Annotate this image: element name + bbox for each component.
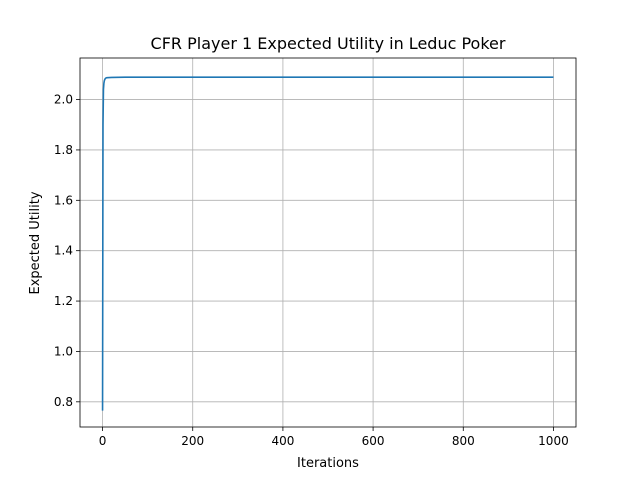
series-layer [101,76,554,411]
series-line [101,76,554,411]
plot-frame [79,57,577,428]
x-tick-label: 600 [362,434,385,448]
y-tick-label: 1.6 [54,193,73,207]
y-axis-label: Expected Utility [28,191,43,294]
ticks: 0 200 400 600 800 1000 0.8 1.0 1.2 1.4 1.6 1.8 2.0 [54,93,569,448]
x-tick-label: 400 [271,434,294,448]
y-tick-label: 1.4 [54,244,73,258]
x-tick-label: 1000 [538,434,569,448]
y-tick-label: 1.2 [54,294,73,308]
x-tick-label: 0 [99,434,107,448]
chart-title: CFR Player 1 Expected Utility in Leduc P… [151,34,506,53]
x-axis-label: Iterations [297,456,359,471]
y-tick-label: 2.0 [54,93,73,107]
x-tick-label: 200 [181,434,204,448]
grid [80,58,576,427]
x-tick-label: 800 [452,434,475,448]
y-tick-label: 1.8 [54,143,73,157]
y-tick-label: 1.0 [54,344,73,358]
y-tick-label: 0.8 [54,395,73,409]
